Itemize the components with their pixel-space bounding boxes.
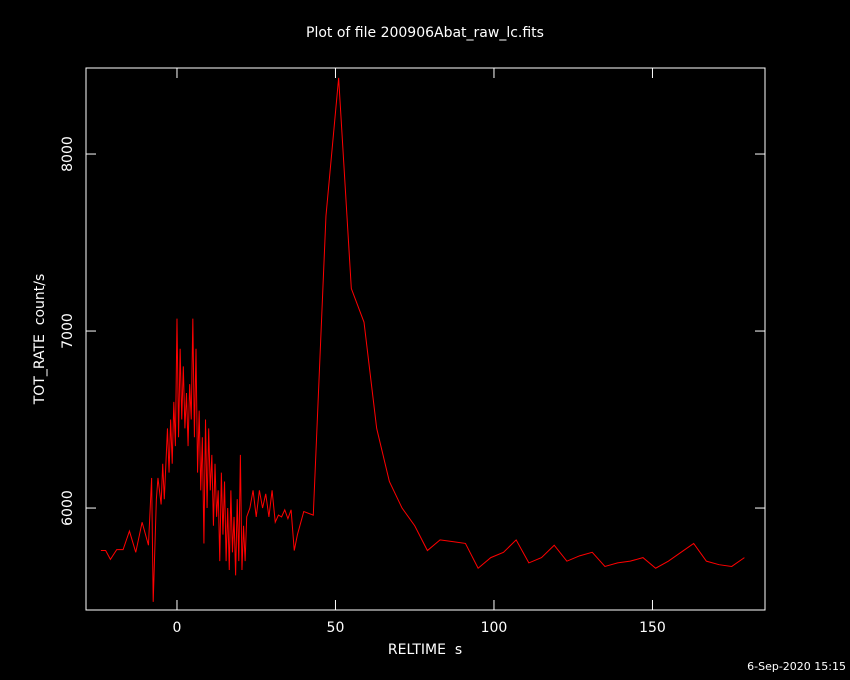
x-tick-label: 50 bbox=[327, 620, 345, 636]
chart-title: Plot of file 200906Abat_raw_lc.fits bbox=[306, 25, 544, 41]
data-line bbox=[100, 77, 745, 602]
x-axis-label: RELTIME s bbox=[388, 642, 462, 658]
y-tick-label: 8000 bbox=[60, 136, 76, 172]
x-tick-label: 0 bbox=[173, 620, 182, 636]
x-tick-label: 100 bbox=[481, 620, 508, 636]
y-tick-label: 7000 bbox=[60, 313, 76, 349]
y-tick-label: 6000 bbox=[60, 490, 76, 526]
x-tick-label: 150 bbox=[639, 620, 666, 636]
y-axis-label: TOT_RATE count/s bbox=[32, 274, 48, 406]
timestamp: 6-Sep-2020 15:15 bbox=[747, 660, 846, 673]
plot-frame bbox=[85, 67, 766, 611]
